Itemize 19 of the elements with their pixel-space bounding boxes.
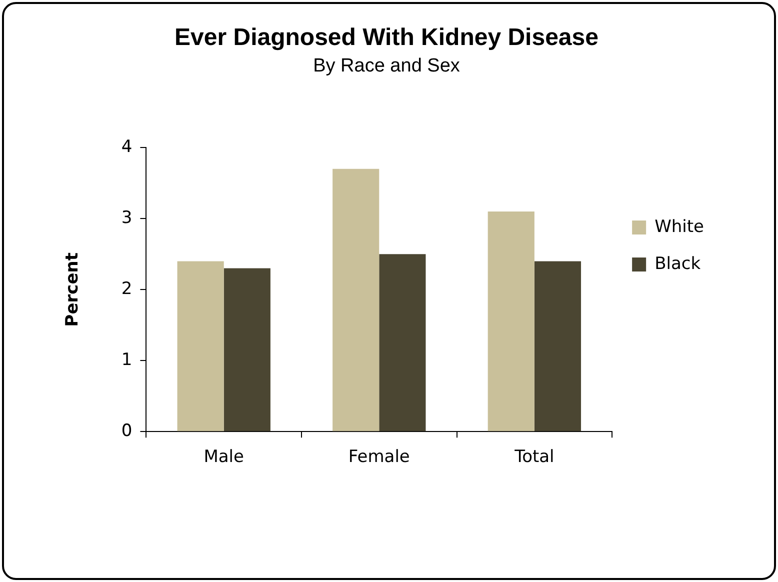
legend-label: Black [654, 254, 701, 274]
y-tick-label: 0 [121, 421, 132, 442]
y-axis-title: Percent [62, 252, 83, 327]
chart-title: Ever Diagnosed With Kidney Disease [174, 24, 598, 52]
legend-label: White [654, 216, 704, 237]
y-tick-label: 1 [121, 350, 132, 370]
chart-subtitle: By Race and Sex [313, 55, 460, 76]
y-tick-label: 2 [121, 279, 132, 300]
x-tick-label: Male [204, 447, 244, 468]
bar [177, 261, 224, 432]
bar [488, 212, 534, 432]
bar [332, 168, 380, 432]
y-tick-label: 3 [121, 208, 132, 228]
x-tick-label: Female [348, 447, 410, 468]
bar [379, 254, 426, 432]
y-tick-label: 4 [121, 137, 132, 158]
bar [534, 261, 582, 432]
x-tick-label: Total [514, 447, 554, 468]
bar [224, 268, 270, 432]
